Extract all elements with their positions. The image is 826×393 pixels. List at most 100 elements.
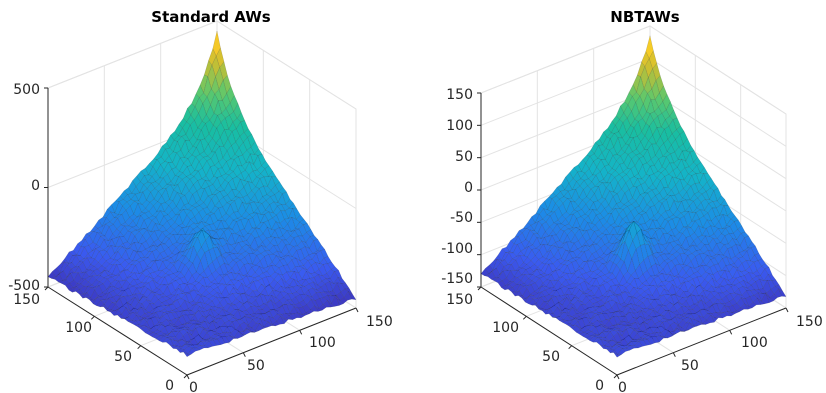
surface-patch (694, 182, 704, 193)
surface-patch (247, 296, 256, 305)
left-x-tick-label: 150 (366, 314, 393, 330)
surface-patch (617, 176, 626, 190)
surface-patch (589, 193, 599, 203)
surface-patch (687, 170, 697, 176)
surface-patch (84, 245, 93, 254)
surface-patch (211, 270, 220, 280)
surface-patch (649, 215, 658, 221)
surface-patch (585, 155, 594, 170)
surface-patch (605, 138, 614, 151)
surface-patch (274, 267, 283, 276)
surface-patch (700, 199, 709, 211)
surface-patch (713, 188, 722, 202)
surface-patch (619, 204, 628, 210)
surface-patch (162, 296, 171, 302)
surface-patch (115, 270, 124, 276)
surface-patch (141, 276, 150, 284)
surface-patch (567, 189, 576, 199)
surface-patch (572, 171, 582, 182)
surface-patch (672, 167, 681, 179)
x-tick-mark (616, 374, 620, 380)
surface-patch (604, 204, 613, 215)
surface-patch (214, 200, 223, 209)
surface-patch (676, 171, 685, 181)
surface-patch (180, 344, 189, 350)
surface-patch (547, 198, 556, 213)
surface-patch (184, 308, 192, 311)
surface-patch (197, 321, 206, 325)
surface-patch (686, 145, 695, 153)
surface-patch (187, 103, 196, 116)
right-z-tick-label: 50 (455, 149, 473, 165)
surface-patch (625, 137, 634, 146)
surface-patch (173, 184, 182, 195)
surface-patch (550, 203, 560, 213)
surface-patch (133, 307, 142, 314)
surface-patch (176, 192, 186, 199)
surface-patch (630, 119, 639, 128)
surface-patch (606, 212, 616, 226)
x-tick-mark (729, 330, 733, 335)
surface-patch (214, 238, 223, 248)
surface-patch (112, 294, 121, 303)
surface-patch (665, 209, 674, 218)
surface-patch (161, 267, 171, 274)
surface-patch (608, 195, 617, 210)
left-z-tick-label: 500 (13, 82, 40, 98)
surface-patch (580, 172, 589, 181)
surface-patch (595, 213, 604, 221)
surface-patch (639, 197, 648, 212)
surface-patch (556, 183, 565, 192)
surface-patch (679, 216, 688, 228)
left-plot-title: Standard AWs (151, 8, 270, 26)
surface-patch (583, 185, 592, 198)
surface-patch (240, 257, 249, 265)
surface-patch (652, 62, 661, 81)
surface-patch (217, 247, 226, 259)
surface-patch (616, 148, 626, 157)
surface-patch (222, 150, 231, 162)
surface-patch (111, 298, 120, 305)
surface-patch (184, 344, 193, 347)
surface-patch (222, 237, 231, 246)
surface-patch (193, 180, 202, 192)
surface-patch (197, 294, 206, 297)
surface-patch (658, 156, 667, 168)
surface-patch (181, 225, 190, 235)
surface-patch (292, 245, 302, 251)
right-y-tick-label: 150 (446, 292, 473, 308)
surface-patch (185, 124, 194, 142)
surface-patch (227, 325, 236, 334)
surface-patch (627, 151, 637, 160)
surface-patch (654, 92, 663, 108)
right-x-tick-label: 100 (741, 335, 768, 351)
surface-patch (206, 330, 215, 338)
surface-patch (619, 112, 628, 123)
y-tick-mark (568, 345, 573, 350)
surface-patch (678, 188, 687, 199)
surface-patch (232, 317, 241, 321)
surface-patch (578, 199, 587, 210)
surface-patch (223, 262, 233, 273)
left-y-tick-label: 100 (65, 320, 92, 336)
surface-patch (169, 299, 178, 306)
surface-patch (100, 267, 109, 274)
surface-patch (570, 200, 579, 211)
x-tick-mark (672, 352, 676, 357)
surface-patch (647, 143, 656, 160)
surface-patch (87, 248, 97, 259)
surface-patch (68, 255, 77, 264)
surface-patch (650, 195, 660, 206)
surface-patch (162, 286, 172, 297)
surface-patch (229, 284, 238, 291)
surface-patch (107, 274, 117, 278)
surface-patch (229, 314, 238, 320)
surface-patch (675, 178, 684, 194)
surface-patch (699, 167, 709, 174)
surface-patch (661, 156, 670, 170)
surface-patch (146, 229, 156, 237)
surface-patch (677, 158, 686, 173)
surface-patch (148, 332, 157, 338)
surface-patch (233, 156, 243, 167)
surface-patch (687, 220, 696, 229)
